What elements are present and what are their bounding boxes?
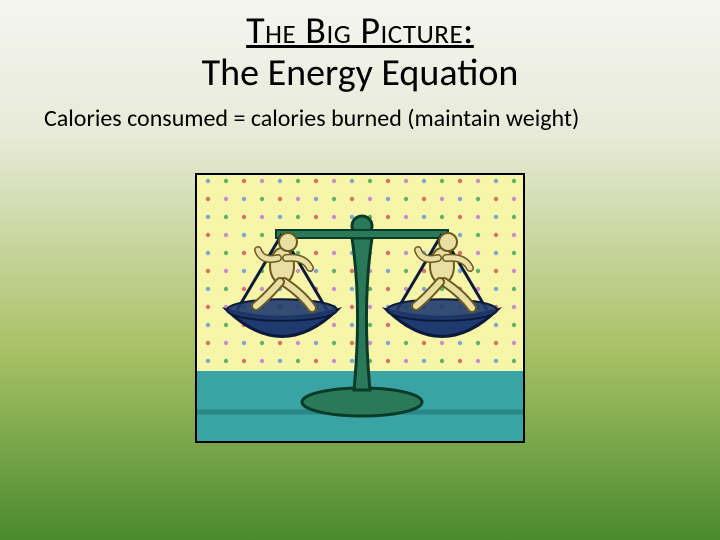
title-block: The Big Picture: The Energy Equation xyxy=(0,0,720,96)
scale-illustration xyxy=(197,175,525,443)
balance-scale-figure xyxy=(195,173,525,443)
title-line-2: The Energy Equation xyxy=(0,50,720,96)
title-line-1: The Big Picture: xyxy=(0,8,720,54)
slide: The Big Picture: The Energy Equation Cal… xyxy=(0,0,720,540)
subtitle: Calories consumed = calories burned (mai… xyxy=(0,104,720,133)
